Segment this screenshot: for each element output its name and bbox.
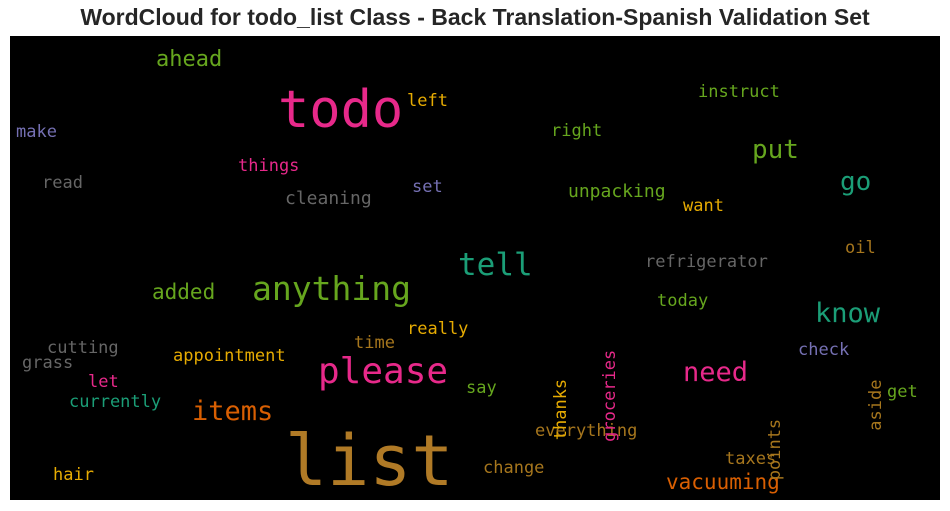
word-ahead: ahead xyxy=(156,47,223,72)
wordcloud-canvas: list todo please anything tell items need know p… xyxy=(10,36,940,500)
word-say: say xyxy=(466,378,497,398)
word-list: list xyxy=(285,420,454,500)
word-time: time xyxy=(354,333,395,353)
word-need: need xyxy=(683,357,749,388)
word-change: change xyxy=(483,458,545,478)
word-put: put xyxy=(752,135,799,165)
word-please: please xyxy=(318,351,449,392)
word-let: let xyxy=(88,372,119,392)
word-know: know xyxy=(815,298,881,329)
word-read: read xyxy=(42,173,83,193)
word-items: items xyxy=(192,396,274,427)
word-anything: anything xyxy=(252,269,411,308)
word-grass: grass xyxy=(22,353,74,373)
word-cleaning: cleaning xyxy=(285,188,372,209)
word-thanks: thanks xyxy=(551,378,571,441)
word-aside: aside xyxy=(866,379,886,431)
word-oil: oil xyxy=(845,238,876,258)
word-really: really xyxy=(407,319,469,339)
word-instruct: instruct xyxy=(698,82,780,102)
word-things: things xyxy=(238,156,300,176)
word-added: added xyxy=(152,280,216,304)
word-hair: hair xyxy=(53,465,94,485)
word-everything: everything xyxy=(535,421,638,441)
word-currently: currently xyxy=(69,392,162,412)
word-tell: tell xyxy=(458,247,533,283)
word-left: left xyxy=(407,91,448,111)
word-groceries: groceries xyxy=(600,349,620,442)
word-appointment: appointment xyxy=(173,346,286,366)
word-want: want xyxy=(683,196,724,216)
word-get: get xyxy=(887,382,918,402)
word-make: make xyxy=(16,122,57,142)
word-go: go xyxy=(840,167,872,197)
word-right: right xyxy=(551,121,603,141)
chart-title: WordCloud for todo_list Class - Back Tra… xyxy=(80,4,870,30)
word-refrigerator: refrigerator xyxy=(645,252,768,272)
word-check: check xyxy=(798,340,850,360)
word-unpacking: unpacking xyxy=(568,181,666,202)
word-today: today xyxy=(657,291,709,311)
word-cutting: cutting xyxy=(47,338,119,358)
word-taxes: taxes xyxy=(725,449,777,469)
word-todo: todo xyxy=(278,80,404,140)
word-set: set xyxy=(412,177,443,197)
word-vacuuming: vacuuming xyxy=(666,470,780,494)
